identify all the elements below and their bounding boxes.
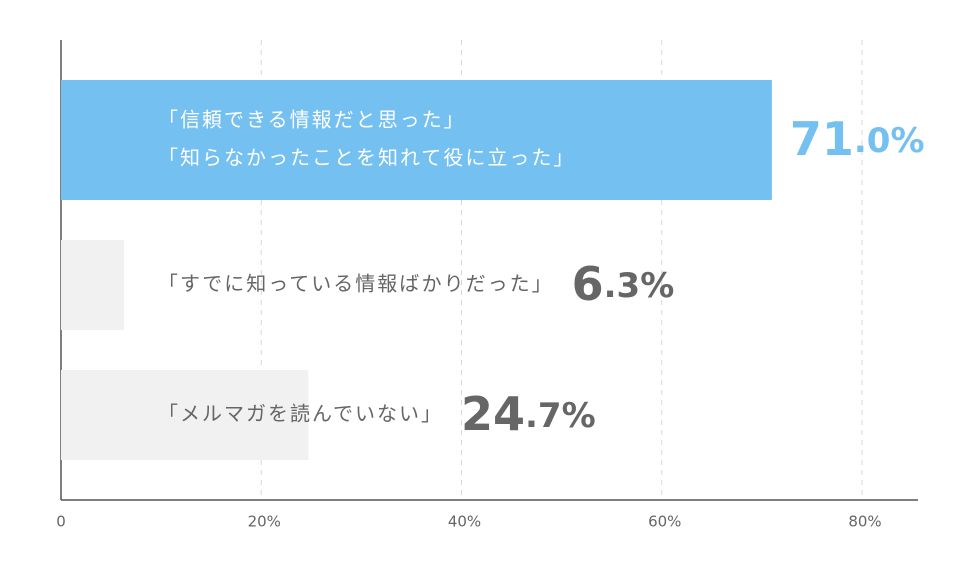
category-label: 「メルマガを読んでいない」: [158, 402, 443, 426]
category-label: 「すでに知っている情報ばかりだった」: [158, 272, 554, 296]
category-label: 「知らなかったことを知れて役に立った」: [158, 146, 575, 170]
value-label: 24.7%: [461, 387, 596, 441]
value-label: 71.0%: [790, 112, 925, 166]
bar: [61, 240, 125, 330]
category-label: 「信頼できる情報だと思った」: [158, 108, 466, 132]
value-label: 6.3%: [572, 257, 675, 311]
x-tick-label: 60%: [648, 513, 681, 531]
x-tick-label: 20%: [248, 513, 281, 531]
x-tick-label: 0: [56, 513, 66, 531]
x-tick-label: 80%: [848, 513, 881, 531]
bar: [61, 370, 309, 460]
bar: [61, 80, 772, 200]
x-tick-label: 40%: [448, 513, 481, 531]
